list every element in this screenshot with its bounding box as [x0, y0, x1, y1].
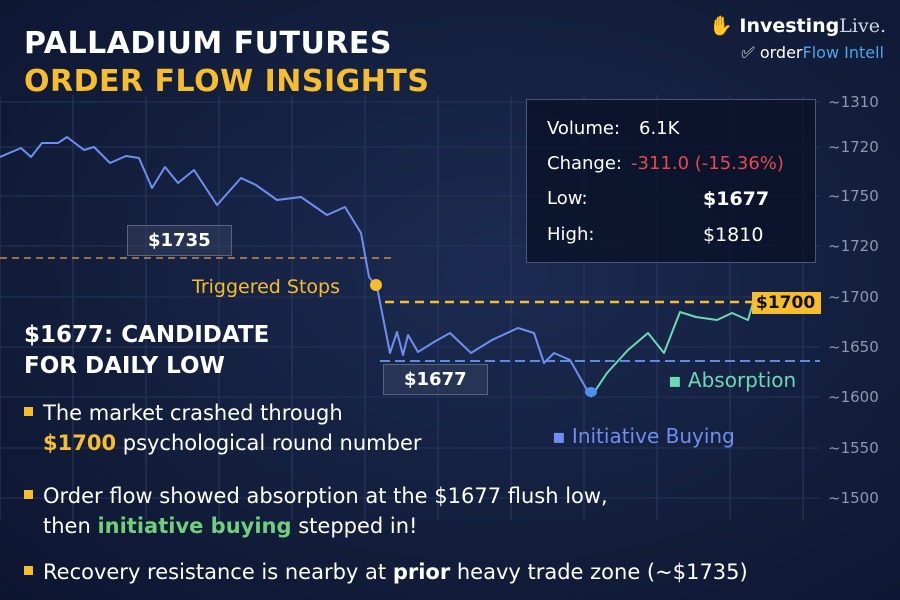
check-circle-icon: ✅︎: [741, 43, 755, 62]
high-label: High:: [547, 224, 595, 245]
triggered-stops-label: Triggered Stops: [192, 276, 340, 298]
change-label: Change:: [547, 153, 622, 174]
brand-sub: ✅︎ orderFlow Intell: [741, 43, 884, 62]
hand-icon: ✋: [709, 15, 733, 37]
low-marker: [585, 387, 597, 397]
y-tick-label: ~1720: [828, 237, 879, 255]
absorption-label: ▪ Absorption: [668, 368, 797, 392]
change-value: -311.0 (-15.36%): [631, 153, 784, 174]
series-line-decline: [0, 136, 592, 398]
y-tick-label: ~1500: [828, 489, 879, 507]
subtitle: ORDER FLOW INSIGHTS: [24, 64, 430, 99]
triggered-stops-marker: [370, 279, 382, 291]
daily-low-note: $1677: CANDIDATE FOR DAILY LOW: [24, 322, 270, 379]
low-value: $1677: [703, 188, 770, 210]
y-tick-label: ~1600: [828, 388, 879, 406]
stats-panel: Volume: 6.1K Change: -311.0 (-15.36%) Lo…: [526, 99, 816, 263]
title: PALLADIUM FUTURES: [24, 26, 393, 61]
bullet-2: Order flow showed absorption at the $167…: [24, 481, 608, 541]
bullet-3: Recovery resistance is nearby at prior h…: [24, 557, 748, 587]
y-tick-label: ~1650: [828, 338, 879, 356]
low-level-label: $1677: [383, 364, 488, 395]
bullet-1: The market crashed through $1700 psycholo…: [24, 398, 422, 458]
volume-value: 6.1K: [639, 118, 680, 139]
y-tick-label: ~1750: [828, 187, 879, 205]
prior-level-label: $1735: [127, 225, 232, 256]
level-1700-tag: $1700: [752, 292, 822, 314]
initiative-buying-label: ▪ Initiative Buying: [552, 424, 735, 448]
y-tick-label: ~1720: [828, 138, 879, 156]
brand-logo: ✋ InvestingLive.: [709, 15, 886, 37]
series-line-recovery: [590, 302, 754, 398]
y-tick-label: ~1310: [828, 93, 879, 111]
y-tick-label: ~1550: [828, 439, 879, 457]
low-label: Low:: [547, 188, 588, 209]
y-tick-label: ~1700: [828, 288, 879, 306]
high-value: $1810: [703, 224, 764, 246]
volume-label: Volume:: [547, 118, 621, 139]
